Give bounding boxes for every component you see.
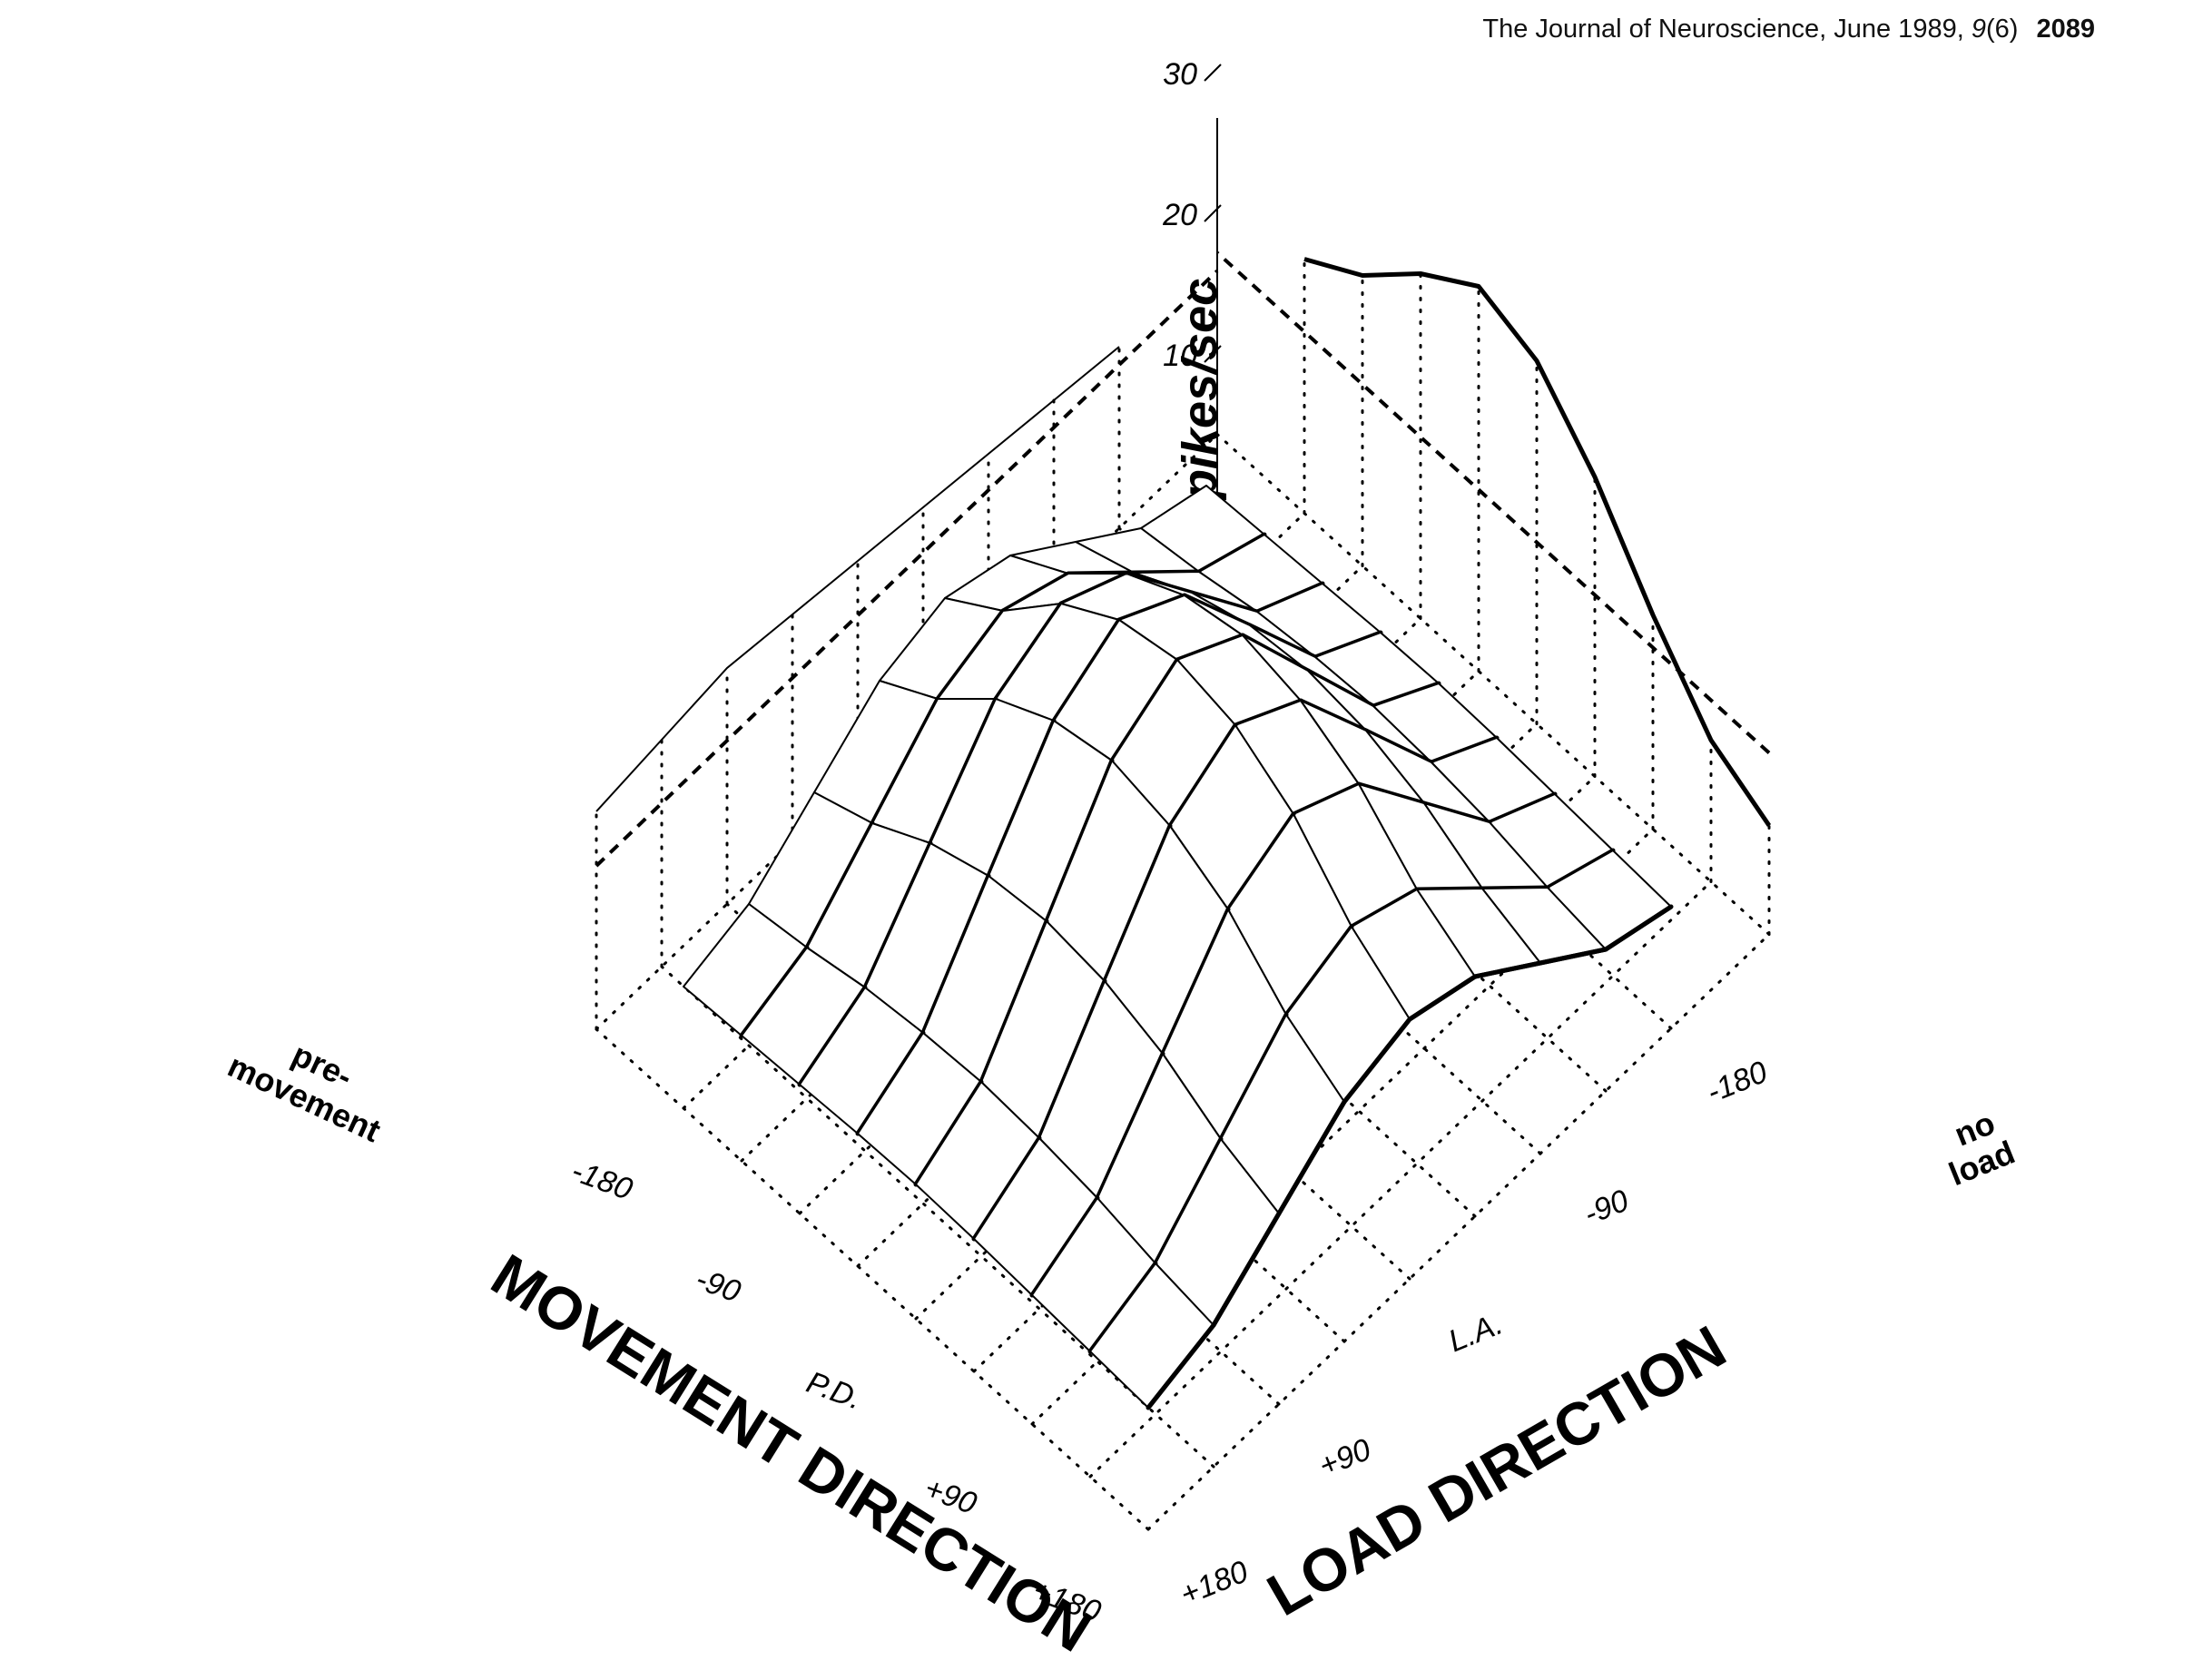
issue-number: (6) xyxy=(1985,15,2019,44)
load-tick-3: -90 xyxy=(1579,1184,1634,1233)
load-tick-0: +180 xyxy=(1175,1554,1253,1612)
movement-tick-3: -90 xyxy=(692,1262,745,1310)
floor-line-movement-1 xyxy=(1088,880,1713,1479)
z-axis-title: spikes/sec xyxy=(1173,279,1227,526)
load-tick-4: -180 xyxy=(1702,1055,1772,1110)
z-tick-label-0: 10 xyxy=(1163,339,1197,373)
noload-reference-line xyxy=(1215,251,1771,754)
z-tick-0 xyxy=(1204,345,1222,363)
z-tick-label-1: 20 xyxy=(1162,198,1197,232)
movement-tick-4: -180 xyxy=(567,1154,637,1207)
rate-surface xyxy=(683,485,1674,1410)
page-number: 2089 xyxy=(2036,15,2095,44)
running-head: The Journal of Neuroscience, June 1989, … xyxy=(1482,15,2095,44)
z-tick-1 xyxy=(1204,204,1222,222)
z-tick-label-2: 30 xyxy=(1163,57,1197,92)
noload-label-1: load xyxy=(1943,1134,2020,1194)
floor-line-movement-0 xyxy=(1146,933,1771,1531)
z-axis: 10 20 30 spikes/sec xyxy=(1162,57,1227,549)
movement-tick-2: P.D. xyxy=(802,1365,867,1417)
z-tick-2 xyxy=(1204,64,1222,82)
journal-citation: The Journal of Neuroscience, June 1989, xyxy=(1482,15,1964,44)
premovement-reference-line xyxy=(595,270,1219,868)
surface-front-edge xyxy=(1146,904,1673,1410)
load-tick-2: L.A. xyxy=(1444,1306,1508,1359)
volume-number: 9 xyxy=(1971,15,1986,44)
movement-axis-title: MOVEMENT DIRECTION xyxy=(480,1241,1103,1665)
floor-edge-0 xyxy=(595,433,1219,1031)
load-tick-1: +90 xyxy=(1314,1432,1376,1484)
premovement-profile xyxy=(595,346,1120,812)
noload-profile xyxy=(1303,257,1772,827)
